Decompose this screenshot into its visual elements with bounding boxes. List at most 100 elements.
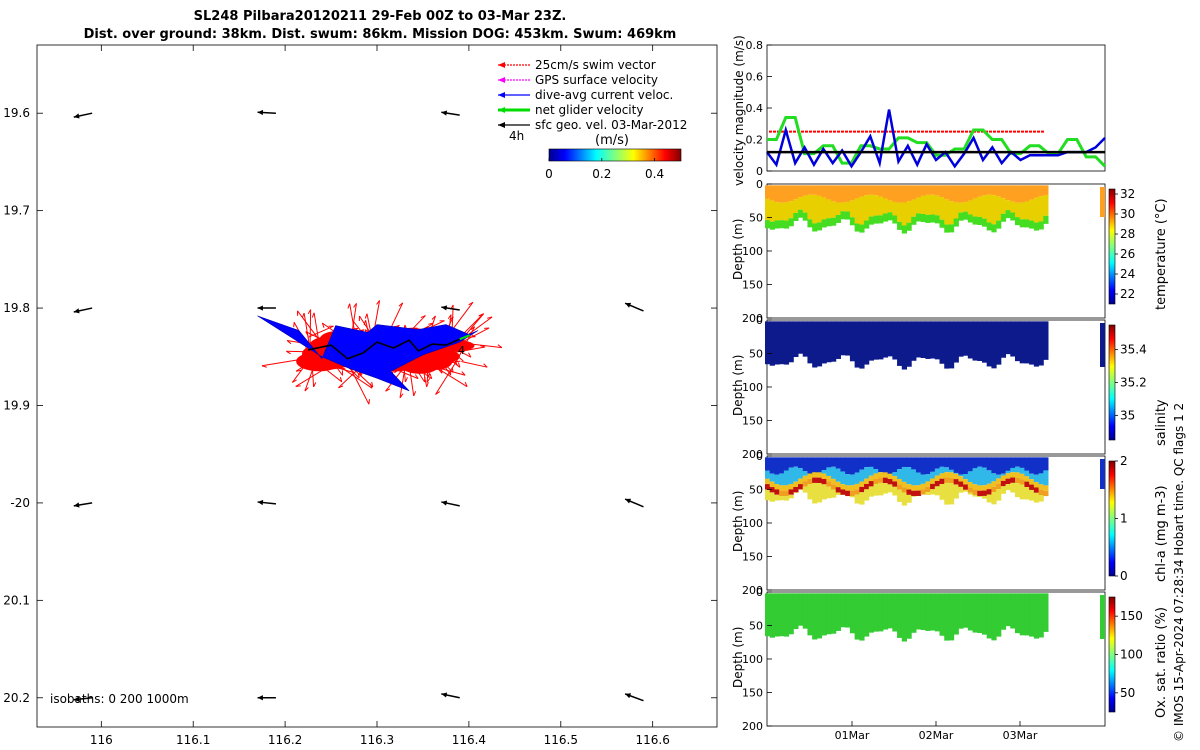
salinity-cell	[1038, 321, 1044, 366]
temperature-cell	[944, 199, 950, 225]
chl-cell	[788, 467, 794, 484]
profile-colorbar-label: temperature (°C)	[1154, 198, 1169, 310]
temperature-cell	[887, 200, 893, 213]
depth-tick-label: 0	[756, 586, 763, 599]
swim-vector-head	[364, 313, 368, 319]
swim-vector-head	[468, 352, 472, 358]
temperature-cell	[774, 220, 780, 229]
chl-cell	[793, 492, 799, 494]
oxy-cell	[934, 593, 941, 632]
chl-cell	[897, 489, 903, 502]
chl-cell	[897, 457, 903, 470]
chl-cell	[849, 490, 856, 496]
oxy-cell	[873, 593, 879, 632]
oxy-cell	[882, 593, 889, 630]
chl-cell	[939, 466, 945, 474]
temperature-cell	[1033, 185, 1040, 198]
temperature-cell	[991, 224, 997, 233]
chl-cell	[1005, 473, 1011, 479]
temperature-cell	[835, 214, 841, 223]
chl-cell	[859, 486, 865, 493]
temperature-cell	[906, 222, 912, 231]
chl-cell	[911, 457, 917, 470]
chl-cell	[1019, 467, 1025, 474]
temperature-cell	[1019, 202, 1025, 220]
temperature-cell	[882, 213, 889, 222]
legend-label: dive-avg current veloc.	[535, 88, 673, 102]
chl-cell	[958, 457, 964, 475]
chl-cell	[1005, 478, 1011, 485]
legend-arrowhead	[498, 107, 505, 113]
temperature-cell	[878, 185, 884, 197]
swim-vector-head	[385, 388, 391, 392]
chl-cell	[897, 479, 903, 485]
temperature-cell	[1010, 212, 1016, 221]
colorbar-tick-label: 0.2	[592, 167, 611, 181]
chl-cell	[915, 472, 922, 486]
chl-cell	[967, 492, 974, 495]
chl-cell	[967, 481, 974, 488]
chl-cell	[826, 457, 832, 468]
oxy-cell	[859, 593, 865, 641]
profile-colorbar-label: chl-a (mg m-3)	[1154, 485, 1169, 582]
velocity-y-tick-label: 0.2	[746, 134, 764, 147]
swim-vector-head	[431, 315, 436, 320]
chl-cell	[1014, 477, 1021, 484]
temperature-cell	[906, 201, 912, 223]
chl-cell	[821, 470, 827, 474]
temperature-cell	[967, 214, 974, 223]
chl-cell	[793, 457, 799, 467]
temperature-cell	[774, 185, 780, 203]
temperature-cell	[1038, 196, 1044, 222]
salinity-cell	[826, 321, 832, 363]
map-y-tick-label: 19.7	[3, 204, 30, 218]
temperature-cell	[972, 216, 978, 225]
profile-colorbar-label: Ox. sat. ratio (%)	[1154, 607, 1169, 718]
chl-cell	[991, 486, 997, 493]
chl-cell	[774, 489, 780, 495]
colorbar-tick-label: 0	[545, 167, 553, 181]
map-y-tick-label: 20.1	[3, 593, 30, 607]
temperature-cell	[821, 185, 827, 198]
oxy-cell	[1010, 593, 1016, 629]
chl-cell	[765, 470, 771, 479]
glider-track	[307, 338, 461, 360]
chl-cell	[892, 486, 898, 496]
salinity-cell	[920, 321, 926, 358]
chl-cell	[967, 471, 974, 482]
chl-cell	[859, 481, 865, 487]
depth-axis-label: Depth (m)	[731, 626, 745, 688]
chl-cell	[1000, 475, 1007, 481]
temperature-cell	[1005, 200, 1011, 211]
oxy-cell	[915, 593, 922, 630]
chl-cell	[788, 494, 794, 499]
temperature-cell	[887, 212, 893, 221]
chl-cell	[906, 484, 912, 490]
chl-cell	[854, 472, 860, 484]
swim-vector-head	[286, 340, 292, 345]
temperature-cell	[981, 185, 988, 196]
temperature-cell	[911, 216, 917, 225]
chl-cell	[1024, 470, 1030, 477]
temperature-cell	[1010, 185, 1016, 202]
temperature-cell	[769, 185, 775, 201]
chl-cell	[835, 481, 841, 488]
chl-cell	[977, 490, 983, 497]
oxy-cell	[930, 593, 936, 631]
chl-cell	[774, 474, 780, 485]
oxy-cell	[953, 593, 959, 635]
chl-cell	[882, 472, 889, 478]
chl-cell	[892, 476, 898, 482]
oxy-cell	[812, 593, 818, 640]
temperature-cell	[996, 196, 1002, 221]
temperature-cell	[906, 185, 912, 202]
temperature-cell	[925, 194, 931, 215]
oxy-cell	[944, 593, 950, 641]
chl-cell	[826, 481, 832, 487]
oxy-cell	[845, 593, 851, 628]
chl-cell	[845, 474, 851, 486]
temperature-cell	[849, 185, 856, 201]
profile-colorbar-tick-label: 26	[1120, 247, 1135, 261]
chl-cell	[986, 494, 992, 503]
chl-cell	[1000, 486, 1007, 494]
